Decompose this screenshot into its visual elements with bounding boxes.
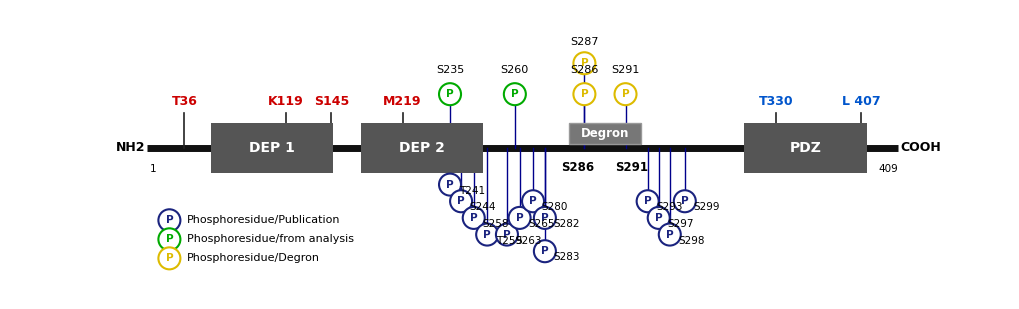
Text: S263: S263 xyxy=(516,236,542,246)
Text: T330: T330 xyxy=(758,95,792,108)
Ellipse shape xyxy=(647,207,669,229)
Ellipse shape xyxy=(503,83,526,105)
Text: DEP 1: DEP 1 xyxy=(249,141,294,155)
FancyBboxPatch shape xyxy=(744,123,866,173)
Ellipse shape xyxy=(522,190,543,212)
Text: P: P xyxy=(540,213,548,223)
Text: S293: S293 xyxy=(655,202,682,213)
Text: P: P xyxy=(445,89,453,99)
Text: T259: T259 xyxy=(495,236,522,246)
Text: S298: S298 xyxy=(678,236,704,246)
FancyBboxPatch shape xyxy=(210,123,333,173)
FancyBboxPatch shape xyxy=(568,123,641,144)
Ellipse shape xyxy=(573,52,595,74)
Text: S265: S265 xyxy=(528,219,554,229)
Text: M219: M219 xyxy=(383,95,422,108)
Ellipse shape xyxy=(476,224,497,246)
Text: P: P xyxy=(622,89,629,99)
Text: T36: T36 xyxy=(171,95,197,108)
Text: DEP 2: DEP 2 xyxy=(398,141,444,155)
Text: S287: S287 xyxy=(570,36,598,47)
Text: Phosphoresidue/Degron: Phosphoresidue/Degron xyxy=(186,253,320,263)
Text: P: P xyxy=(483,230,490,239)
Text: S145: S145 xyxy=(314,95,348,108)
Ellipse shape xyxy=(533,240,555,262)
Text: PDZ: PDZ xyxy=(789,141,820,155)
Text: P: P xyxy=(529,196,536,206)
Ellipse shape xyxy=(636,190,658,212)
Ellipse shape xyxy=(158,209,180,231)
Ellipse shape xyxy=(463,207,484,229)
Ellipse shape xyxy=(495,224,518,246)
Text: S282: S282 xyxy=(553,219,580,229)
Ellipse shape xyxy=(438,174,461,196)
Text: P: P xyxy=(540,246,548,256)
Text: P: P xyxy=(511,89,518,99)
Text: P: P xyxy=(681,196,688,206)
Text: P: P xyxy=(665,230,673,239)
Ellipse shape xyxy=(438,83,461,105)
Text: NH2: NH2 xyxy=(115,141,145,154)
Ellipse shape xyxy=(658,224,680,246)
Text: S297: S297 xyxy=(666,219,693,229)
Text: P: P xyxy=(470,213,477,223)
Text: P: P xyxy=(502,230,511,239)
Text: 1: 1 xyxy=(150,164,156,174)
Ellipse shape xyxy=(533,207,555,229)
Text: S244: S244 xyxy=(470,202,496,213)
Text: P: P xyxy=(654,213,662,223)
Text: S299: S299 xyxy=(693,202,719,213)
Text: Phosphoresidue/Publication: Phosphoresidue/Publication xyxy=(186,215,340,225)
Text: T241: T241 xyxy=(459,186,484,196)
Ellipse shape xyxy=(449,190,472,212)
Text: P: P xyxy=(580,58,588,68)
Text: S260: S260 xyxy=(500,65,529,75)
Text: P: P xyxy=(445,180,453,190)
Text: S235: S235 xyxy=(435,65,464,75)
Text: P: P xyxy=(165,215,173,225)
Text: S291: S291 xyxy=(610,65,639,75)
Text: P: P xyxy=(643,196,651,206)
Ellipse shape xyxy=(674,190,695,212)
FancyBboxPatch shape xyxy=(361,123,483,173)
Text: P: P xyxy=(457,196,465,206)
Text: S291: S291 xyxy=(614,161,648,174)
Text: Degron: Degron xyxy=(580,127,629,140)
Text: S283: S283 xyxy=(553,252,580,262)
Text: S280: S280 xyxy=(541,202,568,213)
Text: P: P xyxy=(165,253,173,263)
Text: S258: S258 xyxy=(482,219,508,229)
Ellipse shape xyxy=(158,228,180,250)
Text: Phosphoresidue/from analysis: Phosphoresidue/from analysis xyxy=(186,234,354,244)
Text: P: P xyxy=(516,213,523,223)
Ellipse shape xyxy=(158,248,180,269)
Ellipse shape xyxy=(613,83,636,105)
Text: L 407: L 407 xyxy=(841,95,879,108)
Ellipse shape xyxy=(573,83,595,105)
Text: P: P xyxy=(580,89,588,99)
Text: S286: S286 xyxy=(561,161,594,174)
Ellipse shape xyxy=(508,207,530,229)
Text: 409: 409 xyxy=(877,164,897,174)
Text: K119: K119 xyxy=(267,95,304,108)
Text: P: P xyxy=(165,234,173,244)
Text: S286: S286 xyxy=(570,65,598,75)
Text: COOH: COOH xyxy=(900,141,941,154)
